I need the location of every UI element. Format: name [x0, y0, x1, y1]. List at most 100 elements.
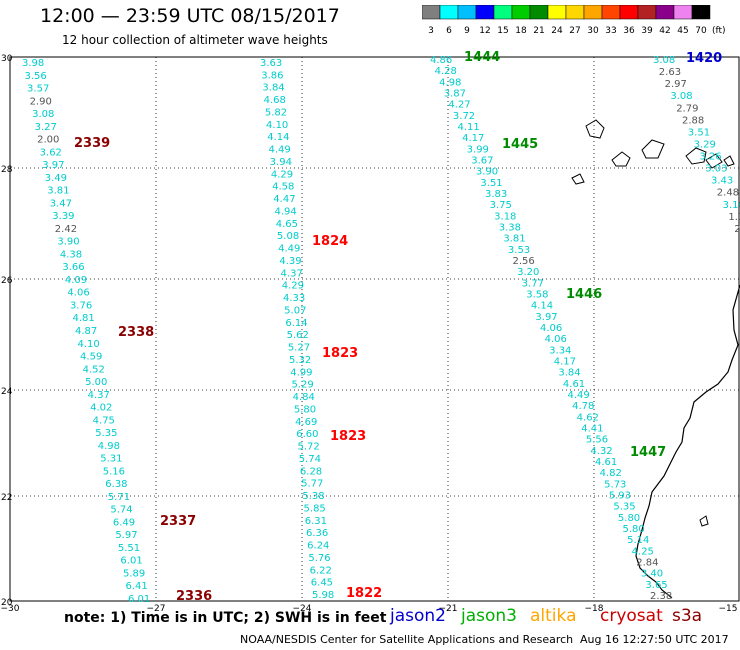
wave-height-value: 3.81 — [503, 234, 525, 245]
wave-height-value: 4.17 — [554, 357, 576, 368]
lon-tick-label: −15 — [719, 604, 738, 614]
colorbar-tick-label: 6 — [446, 26, 452, 36]
wave-height-value: 3.57 — [27, 84, 49, 95]
wave-height-value: 5.80 — [618, 513, 640, 524]
wave-height-value: 3.20 — [517, 267, 539, 278]
wave-height-value: 3.56 — [25, 71, 47, 82]
island — [571, 173, 585, 185]
wave-height-value: 3.27 — [35, 122, 57, 133]
coastline — [635, 284, 740, 599]
wave-height-value: 1.15 — [728, 212, 740, 223]
wave-height-value: 5.16 — [103, 466, 125, 477]
wave-height-value: 3.08 — [653, 55, 675, 66]
wave-height-value: 4.37 — [88, 390, 110, 401]
wave-height-value: 6.28 — [300, 466, 322, 477]
wave-height-value: 4.10 — [78, 339, 100, 350]
wave-height-value: 4.32 — [590, 446, 612, 457]
page-subtitle: 12 hour collection of altimeter wave hei… — [62, 33, 328, 47]
wave-height-value: 2.48 — [717, 188, 739, 199]
island — [611, 151, 631, 167]
wave-height-value: 4.28 — [435, 66, 457, 77]
colorbar-tick-label: 12 — [479, 26, 490, 36]
lon-tick-label: −27 — [147, 604, 166, 614]
wave-height-value: 2.42 — [55, 224, 77, 235]
pass-time-label: 1822 — [346, 586, 382, 601]
island — [685, 147, 707, 165]
wave-height-value: 5.80 — [294, 404, 316, 415]
wave-height-value: 4.61 — [563, 379, 585, 390]
wave-height-value: 3.90 — [476, 167, 498, 178]
wave-height-value: 4.75 — [93, 415, 115, 426]
wave-height-value: 3.94 — [270, 157, 292, 168]
colorbar-tick-label: 21 — [533, 26, 544, 36]
island — [723, 155, 735, 167]
wave-height-value: 3.39 — [52, 211, 74, 222]
wave-height-value: 5.38 — [302, 491, 324, 502]
colorbar-tick-label: 18 — [515, 26, 527, 36]
wave-height-value: 4.84 — [293, 392, 315, 403]
wave-height-value: 4.69 — [295, 417, 317, 428]
wave-height-value: 3.62 — [40, 147, 62, 158]
wave-height-value: 3.40 — [641, 569, 663, 580]
wave-height-value: 6.60 — [296, 429, 318, 440]
wave-height-value: 3.47 — [50, 198, 72, 209]
wave-height-value: 4.47 — [273, 194, 295, 205]
pass-time-label: 1446 — [566, 287, 602, 302]
wave-height-value: 3.18 — [494, 211, 516, 222]
wave-height-value: 2.79 — [676, 103, 698, 114]
wave-height-value: 3.84 — [262, 83, 284, 94]
wave-height-value: 3.90 — [57, 237, 79, 248]
wave-height-value: 3.29 — [694, 139, 716, 150]
wave-height-value: 6.22 — [310, 565, 332, 576]
wave-height-value: 3.97 — [42, 160, 64, 171]
pass-time-label: 1824 — [312, 234, 348, 249]
wave-height-value: 3.49 — [45, 173, 67, 184]
wave-height-value: 5.27 — [288, 343, 310, 354]
wave-height-value: 4.49 — [268, 145, 290, 156]
wave-height-value: 3.08 — [670, 91, 692, 102]
wave-height-value: 4.62 — [577, 412, 599, 423]
wave-height-value: 5.07 — [284, 305, 306, 316]
wave-height-value: 4.29 — [282, 281, 304, 292]
wave-height-value: 3.43 — [711, 176, 733, 187]
wave-height-value: 3.72 — [453, 111, 475, 122]
map-frame — [9, 56, 740, 602]
colorbar-tick-label: 15 — [497, 26, 508, 36]
wave-height-value: 5.82 — [265, 107, 287, 118]
wave-height-value: 2.56 — [513, 256, 535, 267]
wave-height-value: 4.02 — [90, 403, 112, 414]
island — [705, 153, 723, 169]
wave-height-value: 4.11 — [458, 122, 480, 133]
wave-height-value: 4.39 — [279, 256, 301, 267]
colorbar-tick-label: 45 — [677, 26, 688, 36]
wave-height-value: 4.25 — [632, 546, 654, 557]
wave-height-value: 3.98 — [22, 58, 44, 69]
wave-height-value: 4.06 — [545, 334, 567, 345]
wave-height-value: 3.51 — [480, 178, 502, 189]
pass-time-label: 1444 — [464, 50, 500, 65]
island — [641, 139, 665, 159]
wave-height-value: 4.06 — [540, 323, 562, 334]
wave-height-value: 3.84 — [558, 368, 580, 379]
lat-tick-label: 22 — [1, 493, 12, 503]
wave-height-value: 4.06 — [67, 288, 89, 299]
footer-note: note: 1) Time is in UTC; 2) SWH is in fe… — [64, 610, 387, 626]
lon-tick-label: −21 — [439, 604, 458, 614]
colorbar-unit: (ft) — [712, 26, 726, 36]
legend-item-jason3: jason3 — [461, 606, 517, 626]
lon-tick-label: −24 — [293, 604, 312, 614]
wave-height-value: 3.03 — [705, 164, 727, 175]
wave-height-value: 6.41 — [125, 581, 147, 592]
wave-height-value: 6.24 — [307, 541, 329, 552]
colorbar-swatch — [691, 5, 711, 20]
page-title: 12:00 — 23:59 UTC 08/15/2017 — [40, 5, 340, 27]
legend-item-cryosat: cryosat — [600, 606, 663, 626]
wave-height-value: 3.83 — [485, 189, 507, 200]
wave-height-value: 3.65 — [645, 580, 667, 591]
wave-height-value: 4.94 — [275, 206, 297, 217]
pass-time-label: 1823 — [330, 429, 366, 444]
wave-height-value: 3.99 — [467, 144, 489, 155]
lat-tick-label: 24 — [1, 387, 13, 397]
wave-height-value: 4.78 — [572, 401, 594, 412]
pass-time-label: 2339 — [74, 136, 110, 151]
